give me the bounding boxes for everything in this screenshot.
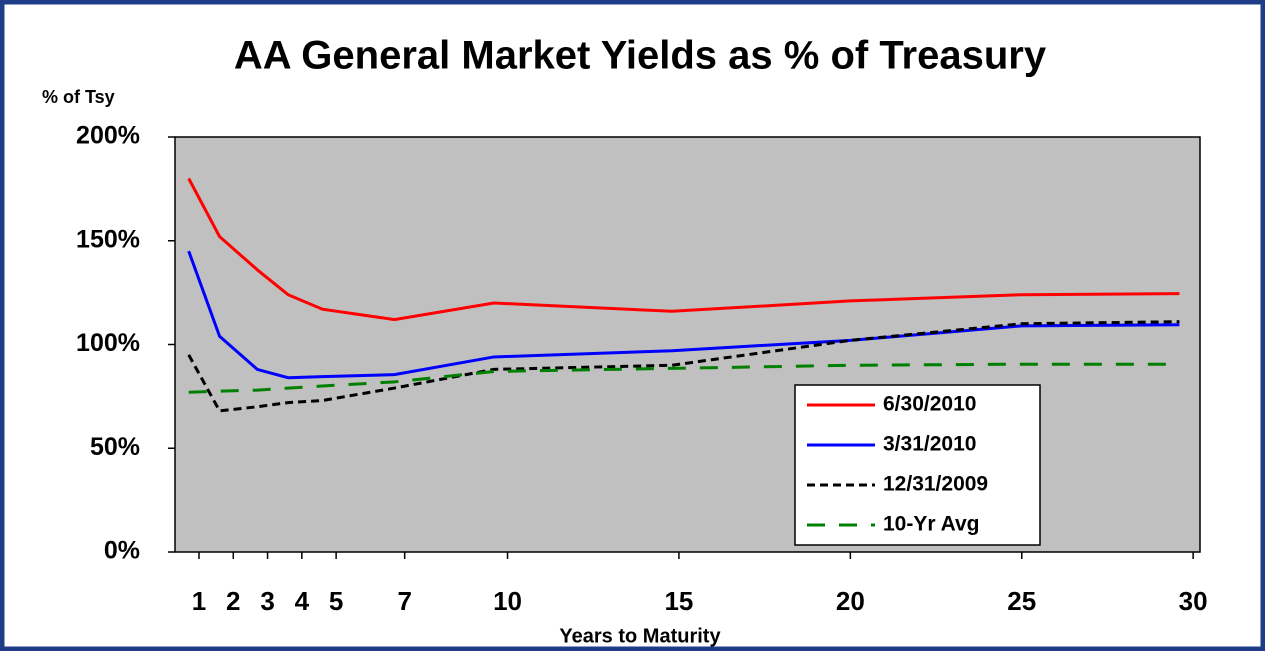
series-line <box>187 177 1180 322</box>
plot-area <box>174 136 1201 553</box>
x-tick-label: 20 <box>836 586 865 616</box>
legend-label: 3/31/2010 <box>883 433 976 456</box>
legend-label: 10-Yr Avg <box>883 513 979 536</box>
x-tick-label: 3 <box>260 586 274 616</box>
legend-label: 12/31/2009 <box>883 473 988 496</box>
y-tick-label: 150% <box>76 225 140 253</box>
y-tick-label: 200% <box>76 122 140 150</box>
series-line <box>188 362 1180 394</box>
y-tick-label: 0% <box>104 537 140 565</box>
x-tick-label: 10 <box>493 586 522 616</box>
x-tick-label: 7 <box>397 586 411 616</box>
x-tick-label: 5 <box>329 586 343 616</box>
chart-title: AA General Market Yields as % of Treasur… <box>234 34 1047 78</box>
y-tick-label: 50% <box>90 433 140 461</box>
x-tick-label: 15 <box>664 586 693 616</box>
x-tick-label: 2 <box>226 586 240 616</box>
x-tick-label: 30 <box>1179 586 1208 616</box>
x-axis-label: Years to Maturity <box>559 625 721 647</box>
legend-label: 6/30/2010 <box>883 393 976 416</box>
y-tick-label: 100% <box>76 329 140 357</box>
y-axis-label: % of Tsy <box>42 87 115 107</box>
x-tick-label: 4 <box>295 586 310 616</box>
series-line <box>187 320 1180 413</box>
legend-box <box>794 384 1041 546</box>
x-tick-label: 1 <box>192 586 206 616</box>
x-tick-label: 25 <box>1007 586 1036 616</box>
